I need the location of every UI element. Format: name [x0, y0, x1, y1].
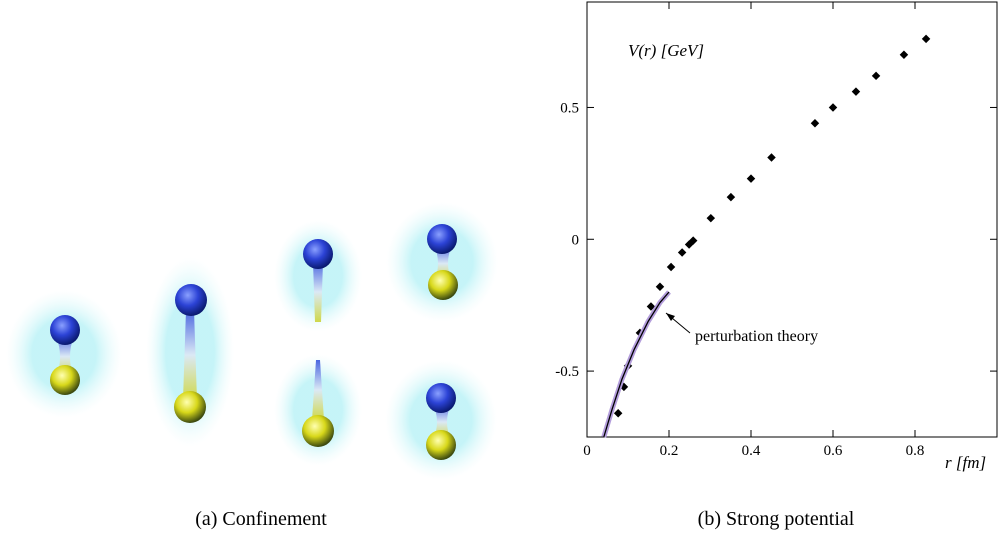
uncertainty-band	[601, 290, 671, 438]
data-point	[655, 282, 665, 291]
plot-frame	[586, 1, 998, 438]
hadron-1	[6, 290, 122, 418]
x-tick-label: 0	[583, 443, 591, 459]
data-point	[810, 119, 820, 128]
arrow-head	[666, 313, 675, 321]
x-tick-label: 0.2	[660, 443, 679, 459]
annotation-arrow	[665, 312, 691, 334]
hadron-6	[385, 360, 497, 480]
theory-curve	[603, 291, 670, 438]
y-tick-label: -0.5	[555, 364, 579, 380]
data-point	[899, 50, 909, 59]
data-point	[619, 382, 629, 392]
confinement-illustration	[6, 202, 498, 480]
caption-a: (a) Confinement	[195, 508, 327, 530]
hadron-5	[386, 202, 498, 322]
hadron-3	[274, 220, 362, 332]
x-axis-label: r [fm]	[945, 453, 986, 472]
data-point	[684, 240, 694, 249]
data-point	[666, 262, 676, 272]
x-tick-label: 0.4	[742, 443, 761, 459]
caption-b: (b) Strong potential	[697, 508, 855, 530]
y-tick-label: 0	[572, 232, 580, 248]
data-point	[623, 361, 633, 371]
data-point	[726, 192, 736, 202]
data-point	[767, 153, 776, 162]
data-point	[706, 213, 716, 223]
hadron-2	[146, 257, 234, 447]
x-tick-label: 0.8	[906, 443, 925, 459]
data-point	[828, 103, 838, 112]
data-point	[646, 302, 656, 311]
data-point	[746, 174, 756, 183]
data-point	[871, 71, 881, 81]
data-point	[613, 409, 623, 418]
data-point	[851, 87, 861, 96]
hadron-4	[274, 354, 362, 466]
data-point	[688, 236, 698, 245]
data-point	[635, 328, 645, 338]
data-point	[921, 34, 931, 44]
y-axis-label: V(r) [GeV]	[628, 41, 704, 60]
annotation: perturbation theory	[695, 328, 818, 345]
x-tick-label: 0.6	[824, 443, 843, 459]
y-tick-label: 0.5	[560, 100, 579, 116]
data-point	[677, 248, 687, 257]
